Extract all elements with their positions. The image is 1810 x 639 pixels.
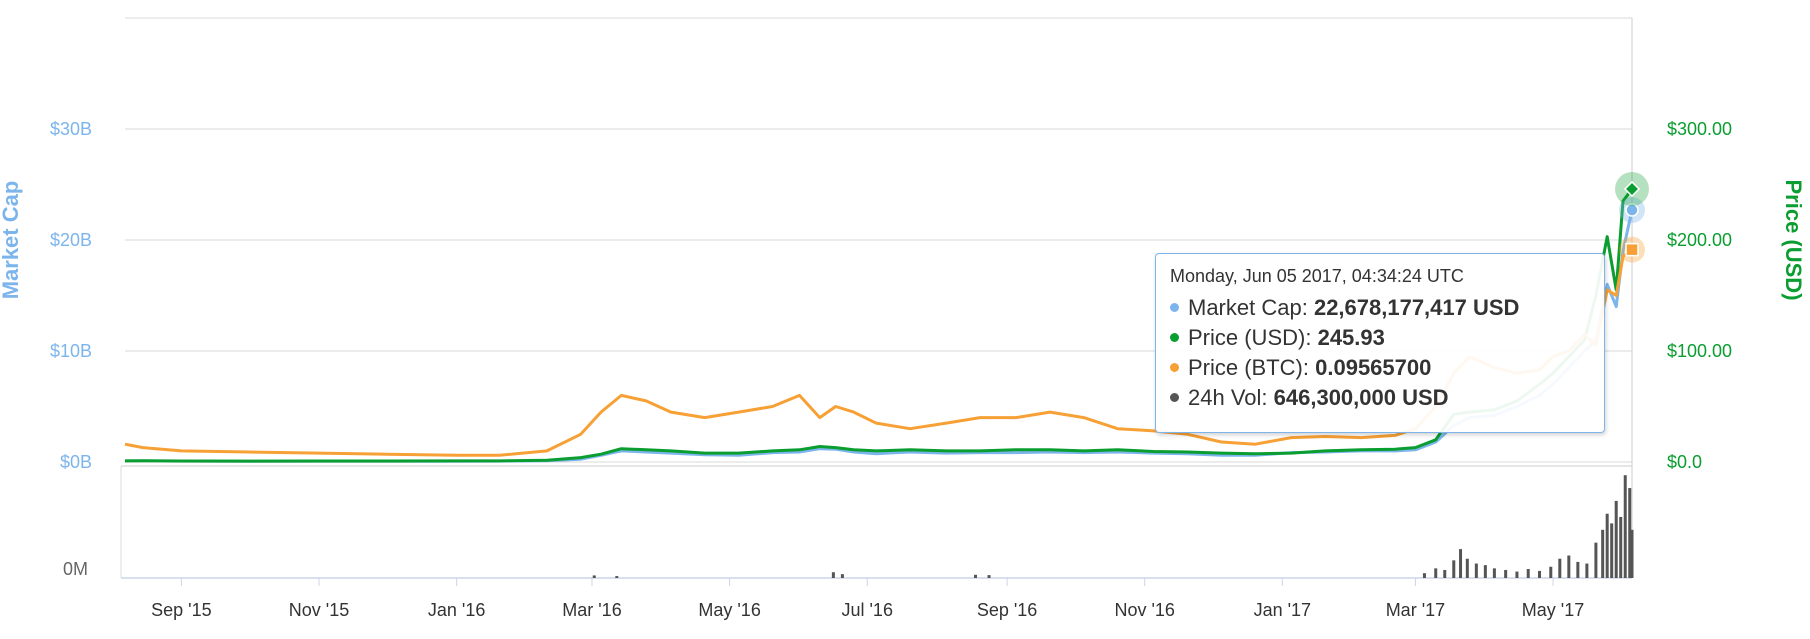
tooltip-label: Market Cap: [1188,295,1308,320]
volume-bar [974,574,978,578]
volume-bar [1422,573,1426,578]
tooltip-label: Price (USD): [1188,325,1312,350]
tooltip-value: 646,300,000 USD [1273,385,1449,410]
volume-bar [1558,558,1562,578]
volume-bar [1576,561,1580,578]
left-tick-label: $0B [60,452,92,472]
tooltip-value: 22,678,177,417 USD [1313,295,1520,320]
left-tick-label: $30B [50,119,92,139]
price-btc-dot-icon [1170,362,1179,372]
x-tick-label: Mar '17 [1386,600,1445,620]
volume-bar [1492,568,1496,578]
tooltip-title: Monday, Jun 05 2017, 04:34:24 UTC [1170,266,1464,286]
volume-bar [592,575,596,578]
volume-bar [1623,475,1627,578]
volume-bar [1614,500,1618,578]
volume-bar [831,572,835,578]
x-tick-label: May '16 [698,600,760,620]
x-tick-label: Jul '16 [841,600,892,620]
volume-bar [1434,568,1438,578]
volume-bars [592,475,1634,578]
volume-bar [1630,529,1634,578]
volume-bar [1538,570,1542,578]
volume-bar [1567,555,1571,578]
volume-bar [1601,529,1605,578]
price-usd-dot-icon [1170,332,1179,342]
volume-bar [1465,558,1469,578]
volume-bar [1504,569,1508,578]
left-tick-label: $20B [50,230,92,250]
volume-bar [1628,488,1632,578]
x-tick-label: Sep '15 [151,600,212,620]
price-btc-marker [1625,242,1639,257]
tooltip-label: Price (BTC): [1188,355,1309,380]
right-tick-label: $300.00 [1667,119,1732,139]
volume-bar [1459,549,1463,578]
x-tick-label: Jan '17 [1254,600,1311,620]
right-tick-label: $0.0 [1667,452,1702,472]
x-tick-label: Nov '16 [1114,600,1174,620]
right-tick-label: $100.00 [1667,341,1732,361]
x-tick-label: Sep '16 [977,600,1038,620]
x-tick-label: May '17 [1522,600,1584,620]
volume-bar [1526,569,1530,578]
tooltip-row-market-cap: Market Cap: 22,678,177,417 USD [1170,293,1590,323]
volume-bar [987,575,991,578]
volume-bar [1452,560,1456,578]
volume-bar [1549,566,1553,578]
volume-bar [1474,563,1478,578]
tooltip-row-price-usd: Price (USD): 245.93 [1170,323,1590,353]
volume-dot-icon [1170,392,1179,402]
tooltip-row-price-btc: Price (BTC): 0.09565700 [1170,353,1590,383]
tooltip-value: 0.09565700 [1315,355,1432,380]
volume-bar [1594,542,1598,578]
left-axis-title: Market Cap [0,181,23,300]
volume-bar [1619,516,1623,578]
chart-tooltip: Monday, Jun 05 2017, 04:34:24 UTC Market… [1155,253,1605,433]
volume-bar [615,576,619,578]
volume-bar [1515,571,1519,578]
volume-bar [1610,523,1614,578]
x-tick-label: Jan '16 [428,600,485,620]
x-tick-label: Mar '16 [562,600,621,620]
volume-bar [1605,513,1609,578]
volume-bar [1585,563,1589,578]
volume-bar [1483,565,1487,578]
right-tick-label: $200.00 [1667,230,1732,250]
market-cap-marker [1625,203,1639,217]
volume-bar [840,574,844,578]
volume-tick-label: 0M [63,559,88,579]
market-cap-dot-icon [1170,302,1179,312]
x-tick-label: Nov '15 [289,600,349,620]
tooltip-value: 245.93 [1317,325,1385,350]
tooltip-label: 24h Vol: [1188,385,1268,410]
left-tick-label: $10B [50,341,92,361]
right-axis-title: Price (USD) [1781,179,1806,300]
price-usd-marker [1623,180,1641,198]
grid-lines [120,17,1633,579]
tooltip-row-volume: 24h Vol: 646,300,000 USD [1170,383,1590,413]
axes: $0B $10B $20B $30B Market Cap $0.0 $100.00 $200… [0,119,1806,620]
volume-bar [1443,569,1447,578]
hover-markers [1615,172,1649,263]
